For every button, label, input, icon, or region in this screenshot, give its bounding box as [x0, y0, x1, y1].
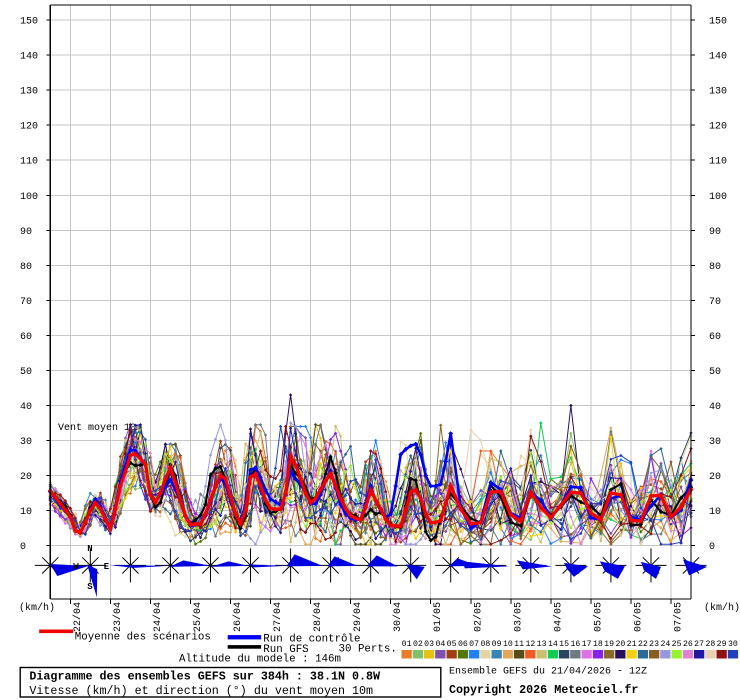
svg-text:150: 150 — [20, 17, 38, 28]
svg-text:21: 21 — [627, 640, 637, 649]
svg-text:28/04: 28/04 — [312, 602, 324, 632]
svg-text:05: 05 — [447, 640, 457, 649]
svg-text:30/04: 30/04 — [392, 602, 404, 632]
svg-text:19: 19 — [604, 640, 614, 649]
svg-text:0: 0 — [20, 542, 26, 553]
svg-text:110: 110 — [709, 157, 727, 168]
svg-text:30 Perts.: 30 Perts. — [339, 644, 397, 656]
svg-text:10: 10 — [503, 640, 513, 649]
svg-text:70: 70 — [20, 297, 32, 308]
svg-text:Diagramme des ensembles GEFS s: Diagramme des ensembles GEFS sur 384h : … — [29, 670, 381, 684]
svg-text:16: 16 — [570, 640, 580, 649]
svg-text:120: 120 — [20, 122, 38, 133]
svg-text:Vitesse (km/h) et direction (°: Vitesse (km/h) et direction (°) du vent … — [29, 684, 373, 698]
svg-text:18: 18 — [593, 640, 603, 649]
svg-text:150: 150 — [709, 17, 727, 28]
svg-text:90: 90 — [709, 227, 721, 238]
svg-text:Moyenne des scénarios: Moyenne des scénarios — [75, 631, 211, 643]
svg-text:14: 14 — [548, 640, 558, 649]
svg-text:04: 04 — [435, 640, 445, 649]
svg-text:80: 80 — [20, 262, 32, 273]
svg-text:15: 15 — [559, 640, 569, 649]
svg-text:60: 60 — [709, 332, 721, 343]
svg-text:30: 30 — [20, 437, 32, 448]
svg-text:26: 26 — [683, 640, 693, 649]
svg-text:Vent moyen 10m: Vent moyen 10m — [58, 423, 142, 434]
svg-text:01/05: 01/05 — [432, 602, 444, 632]
svg-text:03: 03 — [424, 640, 434, 649]
svg-text:50: 50 — [20, 367, 32, 378]
svg-text:140: 140 — [20, 52, 38, 63]
svg-text:27: 27 — [694, 640, 704, 649]
svg-text:100: 100 — [709, 192, 727, 203]
svg-text:Copyright 2026 Meteociel.fr: Copyright 2026 Meteociel.fr — [449, 683, 638, 697]
svg-text:Altitude du modele : 146m: Altitude du modele : 146m — [179, 653, 341, 665]
svg-text:06/05: 06/05 — [632, 602, 644, 632]
svg-text:09: 09 — [492, 640, 502, 649]
svg-text:10: 10 — [709, 507, 721, 518]
svg-text:130: 130 — [709, 87, 727, 98]
svg-text:11: 11 — [514, 640, 524, 649]
svg-text:40: 40 — [20, 402, 32, 413]
svg-text:30: 30 — [728, 640, 738, 649]
svg-text:30: 30 — [709, 437, 721, 448]
svg-text:140: 140 — [709, 52, 727, 63]
svg-text:25: 25 — [672, 640, 682, 649]
svg-text:17: 17 — [582, 640, 592, 649]
svg-text:29/04: 29/04 — [352, 602, 364, 632]
svg-text:22/04: 22/04 — [72, 602, 84, 632]
svg-text:120: 120 — [709, 122, 727, 133]
svg-text:80: 80 — [709, 262, 721, 273]
svg-text:40: 40 — [709, 402, 721, 413]
svg-text:100: 100 — [20, 192, 38, 203]
svg-text:(km/h): (km/h) — [19, 602, 55, 614]
svg-text:08: 08 — [480, 640, 490, 649]
svg-text:130: 130 — [20, 87, 38, 98]
svg-text:01: 01 — [402, 640, 412, 649]
svg-text:23/04: 23/04 — [112, 602, 124, 632]
svg-text:25/04: 25/04 — [192, 602, 204, 632]
svg-text:90: 90 — [20, 227, 32, 238]
svg-text:Run GFS: Run GFS — [263, 644, 308, 656]
svg-text:24/04: 24/04 — [152, 602, 164, 632]
svg-text:07: 07 — [469, 640, 479, 649]
svg-text:13: 13 — [537, 640, 547, 649]
svg-text:27/04: 27/04 — [272, 602, 284, 632]
svg-text:20: 20 — [615, 640, 625, 649]
svg-text:07/05: 07/05 — [673, 602, 685, 632]
svg-text:04/05: 04/05 — [552, 602, 564, 632]
svg-text:05/05: 05/05 — [592, 602, 604, 632]
svg-text:Run de contrôle: Run de contrôle — [263, 634, 360, 646]
svg-text:0: 0 — [709, 542, 715, 553]
svg-text:06: 06 — [458, 640, 468, 649]
svg-text:12: 12 — [525, 640, 535, 649]
svg-text:24: 24 — [660, 640, 670, 649]
svg-text:02/05: 02/05 — [472, 602, 484, 632]
svg-text:02: 02 — [413, 640, 423, 649]
svg-text:22: 22 — [638, 640, 648, 649]
svg-text:W: W — [73, 562, 79, 572]
svg-text:70: 70 — [709, 297, 721, 308]
svg-text:20: 20 — [709, 472, 721, 483]
svg-text:50: 50 — [709, 367, 721, 378]
svg-text:110: 110 — [20, 157, 38, 168]
svg-text:(km/h): (km/h) — [704, 602, 740, 614]
svg-text:26/04: 26/04 — [232, 602, 244, 632]
svg-text:23: 23 — [649, 640, 659, 649]
svg-text:28: 28 — [705, 640, 715, 649]
svg-text:60: 60 — [20, 332, 32, 343]
svg-text:03/05: 03/05 — [512, 602, 524, 632]
svg-text:20: 20 — [20, 472, 32, 483]
svg-text:29: 29 — [717, 640, 727, 649]
svg-text:Ensemble GEFS du 21/04/2026 -: Ensemble GEFS du 21/04/2026 - 12Z — [449, 666, 647, 678]
svg-text:S: S — [87, 582, 93, 592]
svg-text:E: E — [104, 562, 110, 572]
svg-text:10: 10 — [20, 507, 32, 518]
svg-text:N: N — [87, 544, 92, 554]
